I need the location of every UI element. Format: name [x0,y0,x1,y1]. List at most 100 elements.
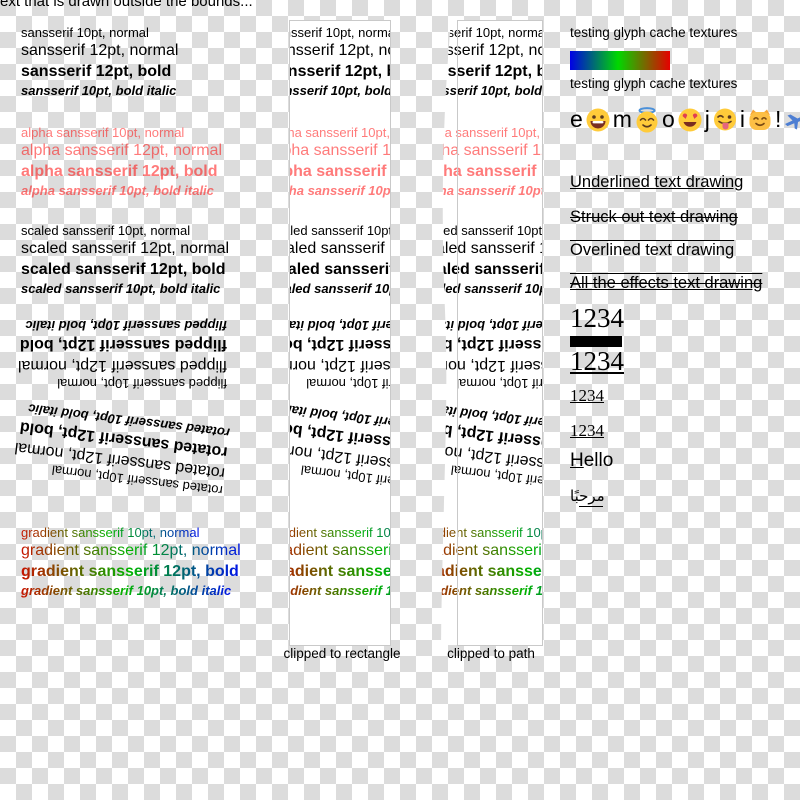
sample-line: scaled sansserif 10pt, normal [458,223,542,238]
plain-text-block: sansserif 10pt, normal sansserif 12pt, n… [437,24,457,100]
sample-line: scaled sansserif 12pt, normal [290,240,390,257]
sample-line: flipped sansserif 12pt, bold [290,336,390,353]
sample-line: sansserif 12pt, bold [290,63,390,80]
underlined-text-sample: Underlined text drawing [570,173,744,191]
heart-eyes-face-icon [677,107,703,133]
sample-line: gradient sansserif 10pt, bold italic [437,583,457,598]
sample-line: scaled sansserif 10pt, bold italic [21,281,221,296]
rotated-text-block: rotated sansserif 10pt, normal rotated s… [14,399,231,500]
sample-line: scaled sansserif 12pt, bold [458,261,542,278]
clip-path-region: sansserif 10pt, normal sansserif 12pt, n… [437,20,543,646]
sample-line: alpha sansserif 10pt, bold italic [438,183,454,198]
flipped-text-block: flipped sansserif 10pt, normal flipped s… [18,316,227,392]
sample-line: gradient sansserif 12pt, bold [21,563,239,580]
sample-line: flipped sansserif 10pt, normal [306,376,390,391]
hello-partial-underline-sample: Hello [570,450,613,472]
sample-line: alpha sansserif 12pt, normal [21,142,222,159]
clip-path-main-strip: sansserif 10pt, normal sansserif 12pt, n… [457,20,543,646]
sample-line: gradient sansserif 10pt, bold italic [458,583,542,598]
sample-line: gradient sansserif 10pt, bold italic [290,583,390,598]
flipped-text-block: flipped sansserif 10pt, normal flipped s… [437,316,457,392]
samples-column-rect-clipped: sansserif 10pt, normal sansserif 12pt, n… [290,21,390,645]
number-sample-underlined-big: 1234 [570,346,624,376]
out-of-bounds-text: ext that is drawn outside the bounds... [0,0,253,10]
clip-rectangle-region: sansserif 10pt, normal sansserif 12pt, n… [289,20,391,646]
sample-line: gradient sansserif 12pt, bold [437,563,457,580]
sample-line: sansserif 12pt, normal [437,42,454,59]
emoji-test-line: e m o j i ! [570,106,800,133]
sample-line: gradient sansserif 12pt, normal [437,542,457,559]
scaled-text-block: scaled sansserif 10pt, normal scaled san… [21,222,229,298]
sample-line: gradient sansserif 10pt, normal [290,525,390,540]
sample-line: scaled sansserif 12pt, bold [21,261,226,278]
airplane-icon [783,107,800,133]
hello-underlined-letter: H [570,450,584,471]
sample-line: flipped sansserif 10pt, bold italic [438,318,455,333]
sample-line: flipped sansserif 12pt, normal [442,357,457,374]
alpha-text-block: alpha sansserif 10pt, normal alpha sanss… [21,124,222,200]
glyph-cache-label-2: testing glyph cache textures [570,76,738,91]
sample-line: alpha sansserif 10pt, normal [21,125,185,140]
gradient-text-block: gradient sansserif 10pt, normal gradient… [458,524,542,600]
sample-line: gradient sansserif 12pt, normal [290,542,390,559]
sample-line: flipped sansserif 10pt, bold italic [290,318,390,333]
sample-line: scaled sansserif 12pt, bold [290,261,390,278]
struckout-text-sample: Struck out text drawing [570,208,738,226]
rotated-text-block: rotated sansserif 10pt, normal rotated s… [290,399,390,500]
sample-line: scaled sansserif 12pt, normal [458,240,542,257]
sample-line: gradient sansserif 12pt, bold [290,563,390,580]
letter-o: o [661,106,675,132]
hello-rest: ello [583,450,614,471]
rotated-text-block: rotated sansserif 10pt, normal rotated s… [458,399,542,500]
flipped-text-block: flipped sansserif 10pt, normal flipped s… [458,316,542,392]
alpha-text-block: alpha sansserif 10pt, normal alpha sanss… [437,124,457,200]
smiling-face-with-halo-icon [634,106,660,133]
sample-line: scaled sansserif 12pt, normal [21,240,230,257]
number-sample-underlined-small-2: 1234 [570,421,604,440]
glyph-cache-gradient-bar [570,51,670,70]
sample-line: scaled sansserif 10pt, bold italic [458,281,542,296]
sample-line: sansserif 10pt, normal [290,25,390,40]
sample-line: flipped sansserif 10pt, normal [458,376,542,391]
sample-line: scaled sansserif 12pt, normal [437,240,457,257]
overlined-text-sample: Overlined text drawing [570,241,735,259]
sample-line: sansserif 12pt, bold [437,63,457,80]
sample-line: flipped sansserif 12pt, normal [290,357,390,374]
sample-line: flipped sansserif 12pt, normal [18,357,227,374]
sample-line: gradient sansserif 10pt, bold italic [21,583,232,598]
grinning-cat-face-icon [747,107,773,133]
sample-line: alpha sansserif 12pt, normal [458,142,542,159]
arabic-text-sample: مرحبًا [570,487,605,507]
scaled-text-block: scaled sansserif 10pt, normal scaled san… [437,222,457,298]
scaled-text-block: scaled sansserif 10pt, normal scaled san… [290,222,390,298]
samples-column-unclipped: sansserif 10pt, normal sansserif 12pt, n… [14,21,281,645]
sample-line: scaled sansserif 10pt, bold italic [290,281,390,296]
sample-line: gradient sansserif 10pt, normal [437,525,457,540]
plain-text-block: sansserif 10pt, normal sansserif 12pt, n… [21,24,178,100]
sample-line: flipped sansserif 12pt, normal [458,357,542,374]
clipped-to-rectangle-label: clipped to rectangle [283,646,401,661]
sample-line: sansserif 10pt, bold italic [458,83,542,98]
sample-line: alpha sansserif 12pt, bold [458,163,542,180]
sample-line: scaled sansserif 10pt, normal [21,223,191,238]
sample-line: alpha sansserif 10pt, bold italic [290,183,390,198]
sample-line: alpha sansserif 10pt, bold italic [21,183,214,198]
sample-line: sansserif 12pt, bold [21,63,172,80]
letter-e: e [570,106,583,132]
arabic-word: مرحبًا [570,488,605,505]
plain-text-block: sansserif 10pt, normal sansserif 12pt, n… [458,24,542,100]
letter-exclamation: ! [775,106,782,132]
sample-line: sansserif 10pt, normal [21,25,149,40]
sample-line: sansserif 12pt, normal [290,42,390,59]
sample-line: gradient sansserif 12pt, bold [458,563,542,580]
arabic-partial-underline [579,506,603,507]
samples-column-path-clipped: sansserif 10pt, normal sansserif 12pt, n… [458,21,542,645]
grinning-face-icon [585,107,611,133]
plain-text-block: sansserif 10pt, normal sansserif 12pt, n… [290,24,390,100]
sample-line: flipped sansserif 10pt, normal [437,375,457,392]
scaled-text-block: scaled sansserif 10pt, normal scaled san… [458,222,542,298]
glyph-cache-label-1: testing glyph cache textures [570,25,738,40]
sample-line: alpha sansserif 10pt, normal [458,125,542,140]
sample-line: gradient sansserif 12pt, normal [21,542,241,559]
sample-line: flipped sansserif 10pt, bold italic [25,318,227,333]
